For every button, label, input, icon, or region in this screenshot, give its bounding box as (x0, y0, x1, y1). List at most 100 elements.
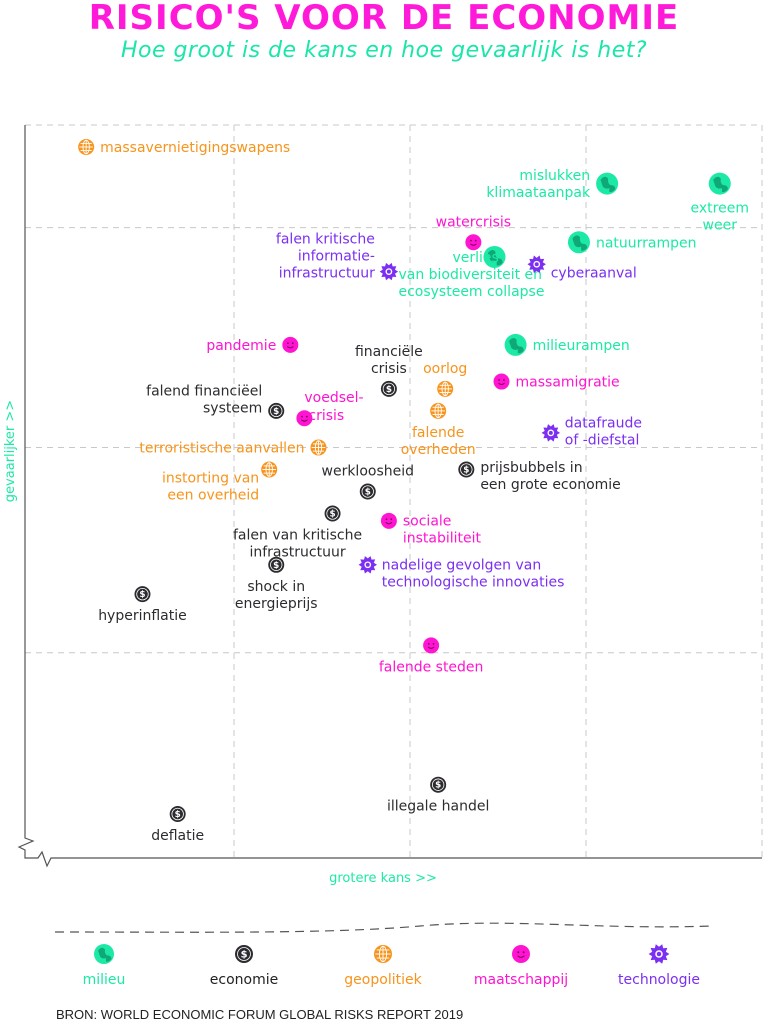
point-label: verlies van biodiversiteit en ecosysteem c… (398, 250, 544, 300)
point-label: falen kritische informatie-infrastructuur (276, 232, 375, 282)
data-point[interactable]: terroristische aanvallen (139, 439, 327, 457)
data-point[interactable]: $ financiële crisis (355, 344, 423, 397)
data-point[interactable]: watercrisis (436, 214, 511, 251)
data-point[interactable]: massavernietigingswapens (78, 138, 290, 156)
point-label: financiële crisis (355, 344, 423, 377)
dollar-coin-icon: $ (268, 402, 285, 419)
legend-item-economie[interactable]: $ economie (210, 945, 278, 988)
grid-globe-icon (261, 461, 278, 478)
data-point[interactable]: oorlog (423, 361, 467, 397)
legend-item-maatschappij[interactable]: maatschappij (474, 945, 568, 988)
point-label: prijsbubbels in een grote economie (480, 460, 620, 493)
chart-subtitle: Hoe groot is de kans en hoe gevaarlijk i… (120, 38, 648, 63)
point-label: shock in energieprijs (235, 579, 318, 612)
data-point[interactable]: $ werkloosheid (322, 464, 415, 500)
legend-item-milieu[interactable]: milieu (83, 944, 126, 988)
data-point[interactable]: extreem weer (691, 172, 749, 234)
legend-item-technologie[interactable]: technologie (618, 944, 700, 988)
point-label: watercrisis (436, 214, 511, 230)
gear-icon (541, 424, 560, 442)
legend-item-geopolitiek[interactable]: geopolitiek (344, 945, 423, 988)
data-point[interactable]: massamigratie (493, 373, 620, 391)
smiley-icon (512, 945, 530, 963)
dollar-coin-icon: $ (169, 806, 186, 823)
point-label: falen van kritische infrastructuur (233, 527, 362, 560)
dollar-coin-icon: $ (359, 483, 376, 500)
chart-title: RISICO'S VOOR DE ECONOMIE (88, 0, 680, 38)
smiley-icon (465, 234, 482, 251)
legend-label: geopolitiek (344, 972, 422, 988)
grid-globe-icon (78, 138, 95, 155)
dollar-coin-icon: $ (380, 380, 397, 397)
data-point[interactable]: datafraude of -diefstal (541, 415, 642, 448)
data-point[interactable]: verlies van biodiversiteit en ecosysteem c… (398, 245, 544, 300)
point-label: pandemie (206, 338, 276, 354)
dollar-coin-icon: $ (268, 556, 285, 573)
point-label: datafraude of -diefstal (565, 415, 642, 448)
data-point[interactable]: falen kritische informatie-infrastructuur (276, 232, 399, 282)
grid-globe-icon (310, 439, 327, 456)
dollar-coin-icon: $ (458, 461, 475, 478)
point-label: instorting van een overheid (162, 471, 259, 504)
point-label: massavernietigingswapens (100, 140, 290, 156)
grid-globe-icon (374, 945, 392, 963)
data-point[interactable]: instorting van een overheid (162, 461, 278, 504)
data-point[interactable]: mislukken klimaataanpak (486, 168, 619, 201)
data-point[interactable]: nadelige gevolgen van technologische inno… (358, 556, 565, 590)
point-label: falend financiëel systeem (146, 383, 262, 416)
point-label: voedsel-crisis (304, 390, 363, 424)
data-point[interactable]: falende steden (379, 637, 484, 675)
grid (25, 124, 763, 858)
point-label: werkloosheid (322, 464, 415, 480)
dollar-coin-icon: $ (324, 505, 341, 522)
data-point[interactable]: $ hyperinflatie (98, 586, 187, 624)
x-axis-label: grotere kans >> (329, 871, 437, 886)
point-label: sociale instabiliteit (403, 513, 482, 546)
smiley-icon (296, 410, 313, 427)
data-point[interactable]: $ falen van kritische infrastructuur (233, 505, 362, 560)
data-point[interactable]: natuurrampen (567, 231, 697, 254)
grid-globe-icon (437, 380, 454, 397)
point-label: hyperinflatie (98, 608, 187, 624)
gear-icon (358, 556, 377, 574)
point-label: natuurrampen (596, 235, 697, 251)
data-point[interactable]: $ prijsbubbels in een grote economie (458, 460, 621, 493)
data-point[interactable]: cyberaanval (527, 255, 637, 282)
svg-text:$: $ (241, 949, 248, 960)
svg-text:$: $ (175, 810, 181, 820)
data-point[interactable]: falende overheden (401, 402, 476, 458)
y-axis-label: gevaarlijker >> (3, 400, 18, 502)
svg-text:$: $ (463, 466, 469, 476)
data-point[interactable]: milieurampen (504, 333, 630, 356)
axes (17, 125, 762, 868)
globe-icon (483, 245, 506, 268)
svg-text:$: $ (273, 407, 279, 417)
point-label: illegale handel (387, 799, 489, 815)
data-point[interactable]: pandemie (206, 336, 299, 354)
gear-icon (527, 255, 546, 273)
point-label: extreem weer (691, 201, 749, 234)
gear-icon (648, 944, 670, 964)
legend-label: technologie (618, 972, 700, 988)
data-point[interactable]: voedsel-crisis (296, 390, 364, 427)
point-label: deflatie (151, 828, 204, 844)
data-point[interactable]: sociale instabiliteit (380, 512, 482, 547)
globe-icon (708, 172, 731, 195)
data-point[interactable]: $ falend financiëel systeem (146, 383, 285, 419)
data-point[interactable]: $ shock in energieprijs (235, 556, 318, 612)
smiley-icon (282, 336, 299, 353)
globe-icon (567, 231, 590, 254)
legend: milieu $ economie geopolitiek maatschappij te… (54, 922, 713, 988)
grid-globe-icon (430, 402, 447, 419)
data-points: massavernietigingswapens mislukken klimaat… (78, 138, 749, 844)
point-label: cyberaanval (551, 265, 637, 281)
point-label: mislukken klimaataanpak (486, 168, 591, 201)
svg-text:$: $ (365, 488, 371, 498)
point-label: milieurampen (533, 338, 630, 354)
point-label: massamigratie (516, 375, 620, 391)
data-point[interactable]: $ illegale handel (387, 776, 489, 815)
point-label: falende steden (379, 659, 484, 675)
data-point[interactable]: $ deflatie (151, 806, 204, 844)
svg-text:$: $ (386, 385, 392, 395)
